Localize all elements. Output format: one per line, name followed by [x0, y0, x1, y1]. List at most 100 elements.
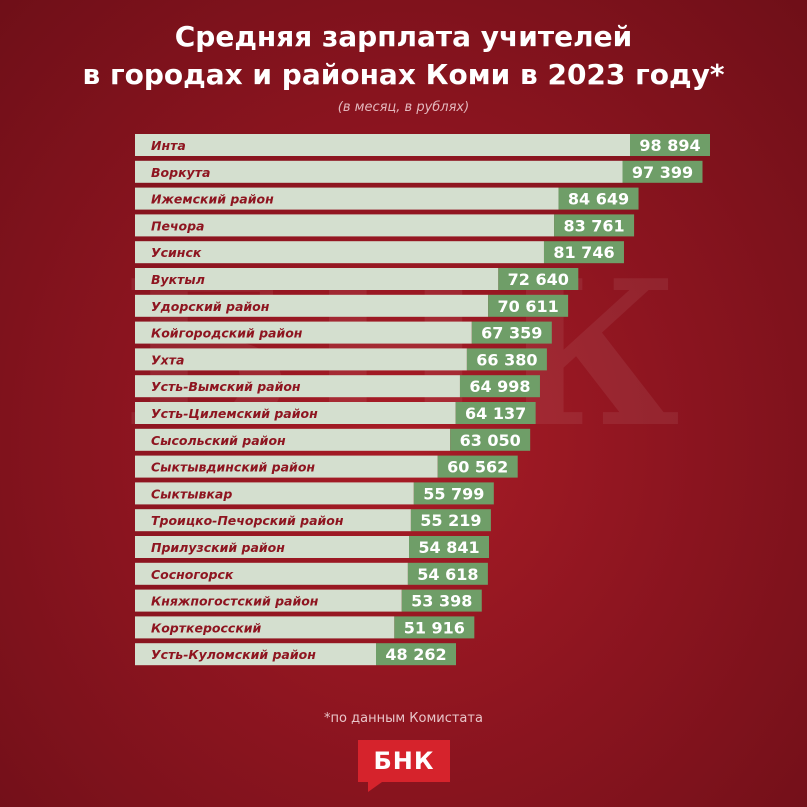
bar-row: Ухта 66 380	[135, 348, 547, 371]
category-label: Прилузский район	[151, 540, 285, 555]
bar-row: Сыктывкар 55 799	[135, 482, 494, 505]
data-label: 54 618	[417, 565, 478, 584]
category-label: Сосногорск	[151, 567, 234, 582]
bar-row: Сосногорск 54 618	[135, 562, 488, 585]
chart-title: Средняя зарплата учителей в городах и ра…	[0, 18, 807, 94]
bar-label-segment	[135, 268, 499, 290]
category-label: Печора	[151, 218, 205, 233]
bar-value-box	[413, 482, 494, 505]
data-label: 53 398	[411, 592, 472, 611]
category-label: Сыктывкар	[151, 486, 232, 501]
bar-row: Усинск 81 746	[135, 241, 624, 264]
bar-row: Вуктыл 72 640	[135, 268, 579, 290]
bar-value-box	[622, 160, 703, 183]
chart-subtitle: (в месяц, в рублях)	[337, 100, 470, 115]
bar-label-segment	[135, 482, 414, 505]
data-label: 72 640	[508, 270, 569, 289]
bar-row: Койгородский район 67 359	[135, 321, 552, 344]
bar-label-segment	[135, 187, 559, 210]
category-label: Усть-Вымский район	[151, 379, 301, 394]
data-label: 55 799	[423, 484, 484, 503]
category-label: Инта	[151, 138, 186, 153]
bar-value-box	[554, 214, 635, 237]
bar-value-box	[471, 321, 552, 344]
data-label: 64 998	[469, 377, 530, 396]
bar-row: Сыктывдинский район 60 562	[135, 455, 518, 478]
bar-row: Корткеросский 51 916	[135, 616, 475, 639]
bar-row: Прилузский район 54 841	[135, 536, 490, 558]
title-line-2: в городах и районах Коми в 2023 году*	[82, 58, 725, 91]
bar-label-segment	[135, 509, 411, 532]
bar-label-segment	[135, 160, 623, 183]
bar-value-box	[450, 428, 531, 451]
data-label: 54 841	[418, 538, 479, 557]
category-label: Корткеросский	[151, 620, 262, 635]
bar-row: Усть-Вымский район 64 998	[135, 375, 540, 398]
title-line-1: Средняя зарплата учителей	[174, 20, 633, 53]
bar-label-segment	[135, 589, 402, 612]
category-label: Ухта	[151, 352, 184, 367]
data-label: 48 262	[385, 645, 446, 664]
bar-value-box	[394, 616, 475, 639]
data-label: 64 137	[465, 404, 526, 423]
category-label: Удорский район	[151, 299, 270, 314]
category-label: Вуктыл	[151, 272, 205, 287]
data-label: 60 562	[447, 458, 508, 477]
bar-row: Княжпогостский район 53 398	[135, 589, 482, 612]
category-label: Княжпогостский район	[151, 594, 319, 609]
bar-label-segment	[135, 402, 456, 424]
bar-label-segment	[135, 616, 395, 639]
category-label: Усинск	[151, 245, 202, 260]
bar-label-segment	[135, 348, 467, 371]
data-label: 98 894	[639, 136, 700, 155]
bar-label-segment	[135, 562, 408, 585]
bar-value-box	[455, 402, 536, 424]
bar-label-segment	[135, 536, 410, 558]
bnk-logo: БНК	[358, 740, 450, 792]
category-label: Койгородский район	[151, 326, 303, 341]
bar-label-segment	[135, 241, 544, 264]
bar-value-box	[459, 375, 540, 398]
category-label: Усть-Цилемский район	[151, 406, 318, 421]
category-label: Сыктывдинский район	[151, 460, 315, 475]
bar-row: Усть-Куломский район 48 262	[135, 643, 456, 666]
bar-row: Удорский район 70 611	[135, 294, 569, 317]
data-label: 84 649	[568, 190, 629, 209]
footnote: *по данным Комистата	[324, 711, 483, 726]
bar-value-box	[409, 536, 490, 558]
category-label: Сысольский район	[151, 433, 286, 448]
data-label: 83 761	[563, 216, 624, 235]
bar-value-box	[558, 187, 639, 210]
bar-row: Ижемский район 84 649	[135, 187, 639, 210]
bar-label-segment	[135, 643, 376, 666]
category-label: Ижемский район	[151, 192, 274, 207]
bar-row: Усть-Цилемский район 64 137	[135, 402, 536, 424]
bar-value-box	[543, 241, 624, 264]
bar-label-segment	[135, 214, 555, 237]
bar-label-segment	[135, 134, 630, 156]
category-label: Усть-Куломский район	[151, 647, 316, 662]
bar-row: Сысольский район 63 050	[135, 428, 531, 451]
data-label: 81 746	[553, 243, 614, 262]
bar-row: Инта 98 894	[135, 134, 710, 156]
data-label: 97 399	[632, 163, 693, 182]
data-label: 70 611	[497, 297, 558, 316]
category-label: Троицко-Печорский район	[151, 513, 344, 528]
category-label: Воркута	[151, 165, 210, 180]
bar-label-segment	[135, 375, 460, 398]
bar-value-box	[630, 134, 710, 156]
bar-value-box	[488, 294, 569, 317]
data-label: 55 219	[420, 511, 481, 530]
bar-value-box	[437, 455, 518, 478]
bar-value-box	[376, 643, 456, 666]
bar-label-segment	[135, 321, 472, 344]
bar-row: Троицко-Печорский район 55 219	[135, 509, 491, 532]
bar-label-segment	[135, 455, 438, 478]
bar-label-segment	[135, 294, 489, 317]
data-label: 66 380	[476, 350, 537, 369]
data-label: 63 050	[460, 431, 521, 450]
bar-value-box	[407, 562, 488, 585]
bar-value-box	[466, 348, 547, 371]
bar-value-box	[401, 589, 482, 612]
